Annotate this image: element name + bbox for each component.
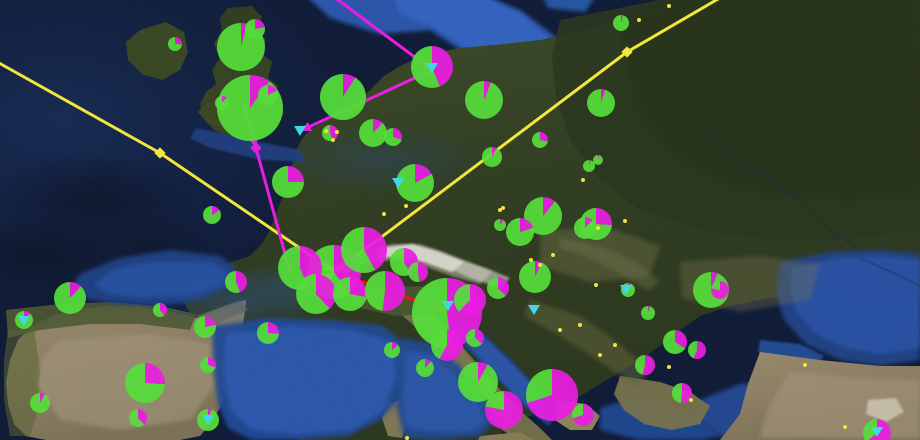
route-line[interactable]	[299, 68, 433, 133]
minor-point-dot[interactable]	[335, 130, 339, 134]
pie-marker[interactable]	[384, 342, 400, 358]
pie-marker[interactable]	[245, 19, 265, 39]
minor-point-dot[interactable]	[529, 258, 533, 262]
pie-marker[interactable]	[466, 329, 484, 347]
minor-point-dot[interactable]	[538, 263, 542, 267]
pie-marker[interactable]	[711, 281, 729, 299]
pie-marker[interactable]	[272, 166, 304, 198]
minor-point-dot[interactable]	[581, 178, 585, 182]
site-marker-triangle-icon[interactable]	[294, 126, 306, 136]
minor-point-dot[interactable]	[667, 365, 671, 369]
pie-marker[interactable]	[574, 217, 596, 239]
pie-marker[interactable]	[341, 227, 387, 273]
route-waypoint-node[interactable]	[154, 147, 166, 159]
pie-marker[interactable]	[54, 282, 86, 314]
pie-marker[interactable]	[572, 404, 594, 426]
site-marker-triangle-icon[interactable]	[18, 316, 30, 326]
pie-marker[interactable]	[258, 85, 278, 105]
pie-marker[interactable]	[203, 206, 221, 224]
pie-marker[interactable]	[320, 74, 366, 120]
pie-marker[interactable]	[257, 322, 279, 344]
minor-point-dot[interactable]	[598, 353, 602, 357]
site-marker-triangle-icon[interactable]	[392, 178, 404, 188]
site-marker-triangle-icon[interactable]	[620, 285, 632, 295]
pie-marker[interactable]	[125, 363, 165, 403]
pie-marker[interactable]	[635, 355, 655, 375]
minor-point-dot[interactable]	[803, 363, 807, 367]
pie-marker[interactable]	[296, 274, 336, 314]
minor-point-dot[interactable]	[324, 129, 328, 133]
pie-marker[interactable]	[583, 160, 595, 172]
minor-point-dot[interactable]	[689, 398, 693, 402]
site-marker-triangle-icon[interactable]	[442, 301, 454, 311]
pie-marker[interactable]	[194, 316, 216, 338]
minor-point-dot[interactable]	[613, 343, 617, 347]
minor-point-dot[interactable]	[404, 204, 408, 208]
pie-marker[interactable]	[688, 341, 706, 359]
site-marker-triangle-icon[interactable]	[528, 305, 540, 315]
pie-marker[interactable]	[465, 81, 503, 119]
pie-marker[interactable]	[641, 306, 655, 320]
pie-marker[interactable]	[593, 155, 603, 165]
pie-marker[interactable]	[365, 271, 405, 311]
pie-marker[interactable]	[215, 96, 229, 110]
pie-marker[interactable]	[408, 262, 428, 282]
site-marker-triangle-icon[interactable]	[202, 415, 214, 425]
pie-marker[interactable]	[532, 132, 548, 148]
pie-marker[interactable]	[454, 284, 486, 316]
pie-marker[interactable]	[487, 277, 509, 299]
route-waypoint-node[interactable]	[621, 46, 633, 58]
site-marker-triangle-icon[interactable]	[871, 427, 883, 437]
pie-marker[interactable]	[485, 391, 523, 429]
minor-point-dot[interactable]	[667, 4, 671, 8]
pie-marker[interactable]	[153, 303, 167, 317]
pie-marker[interactable]	[384, 128, 402, 146]
pie-marker[interactable]	[587, 89, 615, 117]
minor-point-dot[interactable]	[637, 18, 641, 22]
minor-point-dot[interactable]	[596, 226, 600, 230]
pie-marker[interactable]	[200, 357, 216, 373]
minor-point-dot[interactable]	[578, 323, 582, 327]
pie-marker[interactable]	[526, 369, 578, 421]
site-marker-triangle-icon[interactable]	[426, 63, 438, 73]
pie-marker[interactable]	[129, 409, 147, 427]
pie-marker[interactable]	[482, 147, 502, 167]
minor-point-dot[interactable]	[843, 425, 847, 429]
minor-point-dot[interactable]	[558, 328, 562, 332]
pie-marker[interactable]	[519, 261, 551, 293]
minor-point-dot[interactable]	[551, 253, 555, 257]
pie-marker[interactable]	[333, 277, 367, 311]
pie-marker[interactable]	[30, 393, 50, 413]
minor-point-dot[interactable]	[498, 208, 502, 212]
minor-point-dot[interactable]	[501, 206, 505, 210]
pie-marker[interactable]	[663, 330, 687, 354]
pie-marker[interactable]	[672, 383, 692, 403]
pie-marker[interactable]	[416, 359, 434, 377]
pie-marker[interactable]	[506, 218, 534, 246]
minor-point-dot[interactable]	[594, 283, 598, 287]
minor-point-dot[interactable]	[405, 436, 409, 440]
minor-point-dot[interactable]	[382, 212, 386, 216]
pie-marker[interactable]	[613, 15, 629, 31]
pie-marker[interactable]	[359, 119, 387, 147]
pie-marker[interactable]	[431, 329, 463, 361]
minor-point-dot[interactable]	[623, 219, 627, 223]
pie-marker[interactable]	[168, 37, 182, 51]
pie-marker[interactable]	[494, 219, 506, 231]
pie-marker[interactable]	[225, 271, 247, 293]
minor-point-dot[interactable]	[331, 138, 335, 142]
